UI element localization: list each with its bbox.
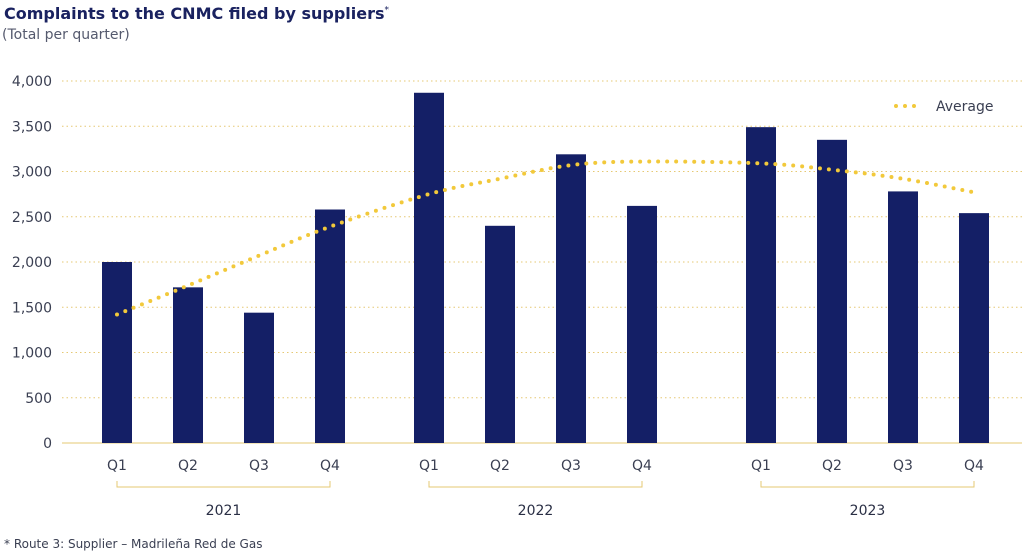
bar bbox=[414, 92, 444, 443]
average-line bbox=[115, 159, 976, 317]
year-label: 2022 bbox=[518, 503, 554, 519]
y-tick-label: 4,000 bbox=[12, 74, 52, 90]
y-tick-label: 2,500 bbox=[12, 210, 52, 226]
bar bbox=[746, 127, 776, 443]
bar bbox=[244, 312, 274, 443]
year-bracket bbox=[760, 481, 975, 488]
x-tick-label: Q2 bbox=[490, 458, 510, 474]
x-tick-label: Q1 bbox=[751, 458, 771, 474]
bar bbox=[817, 139, 847, 443]
x-tick-label: Q2 bbox=[178, 458, 198, 474]
bar bbox=[959, 213, 989, 443]
year-label: 2023 bbox=[850, 503, 886, 519]
chart-title-text: Complaints to the CNMC filed by supplier… bbox=[4, 4, 385, 23]
x-tick-label: Q3 bbox=[249, 458, 269, 474]
footnote: * Route 3: Supplier – Madrileña Red de G… bbox=[4, 537, 263, 551]
x-tick-label: Q4 bbox=[632, 458, 652, 474]
chart-title: Complaints to the CNMC filed by supplier… bbox=[4, 4, 389, 23]
x-tick-label: Q4 bbox=[964, 458, 984, 474]
bar bbox=[173, 287, 203, 443]
legend-average-label: Average bbox=[936, 99, 994, 115]
y-tick-label: 3,000 bbox=[12, 165, 52, 181]
bar bbox=[556, 154, 586, 443]
x-tick-label: Q2 bbox=[822, 458, 842, 474]
x-tick-label: Q1 bbox=[419, 458, 439, 474]
y-tick-label: 1,500 bbox=[12, 300, 52, 316]
x-tick-label: Q4 bbox=[320, 458, 340, 474]
bar bbox=[627, 205, 657, 443]
x-tick-label: Q1 bbox=[107, 458, 127, 474]
year-bracket bbox=[428, 481, 643, 488]
y-tick-label: 2,000 bbox=[12, 255, 52, 271]
bar bbox=[888, 191, 918, 443]
y-tick-label: 0 bbox=[43, 436, 52, 452]
title-footnote-mark: * bbox=[384, 5, 390, 16]
year-label: 2021 bbox=[206, 503, 242, 519]
bar bbox=[485, 225, 515, 443]
chart-subtitle: (Total per quarter) bbox=[2, 27, 130, 43]
y-tick-label: 1,000 bbox=[12, 346, 52, 362]
bar bbox=[102, 262, 132, 443]
y-tick-label: 500 bbox=[25, 391, 52, 407]
y-tick-label: 3,500 bbox=[12, 119, 52, 135]
year-bracket bbox=[116, 481, 331, 488]
bar bbox=[315, 209, 345, 443]
x-tick-label: Q3 bbox=[561, 458, 581, 474]
x-tick-label: Q3 bbox=[893, 458, 913, 474]
